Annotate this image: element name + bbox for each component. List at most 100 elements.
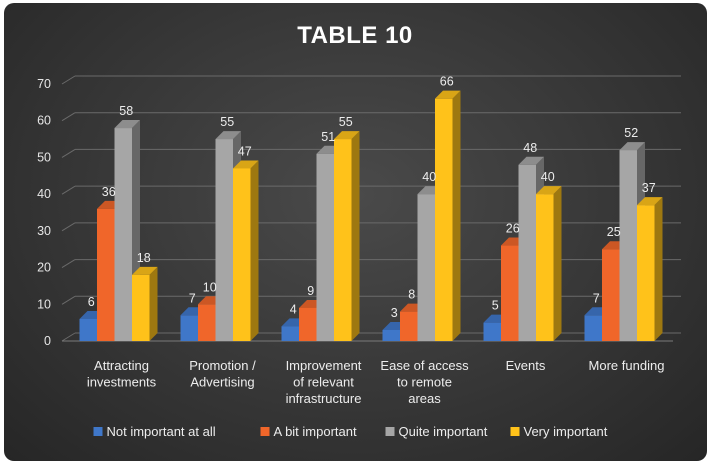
bar <box>637 197 663 341</box>
data-label: 7 <box>593 291 600 305</box>
bars <box>79 90 663 341</box>
y-tick-label: 40 <box>37 187 51 201</box>
x-category-label: Ease of access to remote areas <box>380 358 469 406</box>
legend-label: A bit important <box>274 424 357 439</box>
bar <box>334 131 360 341</box>
bar-top <box>215 131 241 140</box>
data-label: 40 <box>422 170 436 184</box>
bar-top <box>334 131 360 140</box>
y-tick-label: 70 <box>37 77 51 91</box>
bar-front <box>281 326 299 341</box>
bar <box>233 160 259 341</box>
bar-front <box>400 311 418 341</box>
data-label: 66 <box>440 75 454 89</box>
y-tick-label: 30 <box>37 224 51 238</box>
bar-top <box>536 186 562 195</box>
data-label: 36 <box>102 185 116 199</box>
data-label: 6 <box>88 295 95 309</box>
data-label: 7 <box>189 291 196 305</box>
x-axis: Attracting investments Promotion / Advertis… <box>87 358 665 406</box>
gridline-side <box>61 112 76 122</box>
data-label: 47 <box>238 144 252 158</box>
gridlines <box>61 75 681 342</box>
bar-front <box>233 168 251 341</box>
legend: Not important at all A bit important Quite… <box>93 424 608 439</box>
bar-front <box>501 245 519 341</box>
bar-front <box>483 322 501 341</box>
bar-front <box>79 318 97 341</box>
gridline-side <box>61 149 76 158</box>
data-label: 5 <box>492 299 499 313</box>
gridline-side <box>61 222 76 232</box>
x-category-label: Attracting investments <box>87 358 157 390</box>
legend-swatch <box>385 427 395 436</box>
x-category-label: Events <box>506 358 546 373</box>
data-label: 58 <box>119 104 133 118</box>
bar-front <box>536 194 554 341</box>
legend-label: Not important at all <box>107 424 216 439</box>
data-label: 10 <box>203 280 217 294</box>
y-tick-label: 0 <box>44 334 51 348</box>
data-label: 55 <box>220 115 234 129</box>
bar-front <box>602 249 620 341</box>
chart-frame: TABLE 10 0 10 20 30 40 50 60 70 6 36 58 18 7 10 55 47 4… <box>4 3 707 461</box>
bar-front <box>518 164 536 341</box>
x-category-label: Improvement of relevant infrastructure <box>286 358 362 406</box>
legend-item: A bit important <box>260 424 357 439</box>
data-label: 52 <box>624 126 638 140</box>
bar <box>435 90 461 341</box>
data-label: 8 <box>408 288 415 302</box>
legend-swatch <box>260 427 270 436</box>
bar-front <box>198 304 216 341</box>
bar-front <box>584 315 602 341</box>
gridline-side <box>61 75 76 85</box>
legend-item: Very important <box>510 424 608 439</box>
gridline-side <box>61 332 76 342</box>
data-label: 37 <box>642 181 656 195</box>
data-label: 3 <box>391 306 398 320</box>
bar-front <box>215 139 233 341</box>
bar-front <box>417 194 435 341</box>
data-label: 4 <box>290 302 297 316</box>
bar-top <box>233 160 259 169</box>
bar-side <box>654 197 663 341</box>
bar <box>132 266 158 341</box>
bar-side <box>149 266 158 341</box>
y-tick-label: 50 <box>37 150 51 164</box>
bar-front <box>637 205 655 341</box>
bar-top <box>619 142 645 151</box>
bar-front <box>334 139 352 341</box>
y-tick-label: 10 <box>37 297 51 311</box>
bar-front <box>435 98 453 341</box>
bar-side <box>452 90 461 341</box>
x-category-label: More funding <box>589 358 665 373</box>
bar-front <box>382 329 400 341</box>
data-label: 26 <box>506 222 520 236</box>
bar-side <box>553 186 562 341</box>
bar-top <box>435 90 461 99</box>
data-label: 40 <box>541 170 555 184</box>
bar-front <box>299 307 317 341</box>
legend-swatch <box>510 427 520 436</box>
bar-top <box>114 120 140 129</box>
data-label: 25 <box>607 225 621 239</box>
bar-top <box>132 266 158 275</box>
legend-swatch <box>93 427 103 436</box>
data-label: 48 <box>523 141 537 155</box>
data-label: 9 <box>307 284 314 298</box>
bar-front <box>97 208 115 341</box>
bar-side <box>351 131 360 341</box>
gridline-side <box>61 259 76 268</box>
data-label: 55 <box>339 115 353 129</box>
legend-item: Not important at all <box>93 424 216 439</box>
y-tick-label: 60 <box>37 114 51 128</box>
bar <box>536 186 562 341</box>
data-label: 18 <box>137 251 151 265</box>
y-tick-label: 20 <box>37 261 51 275</box>
bar-top <box>637 197 663 206</box>
gridline-side <box>61 185 76 195</box>
bar-front <box>132 274 150 341</box>
bar-front <box>180 315 198 341</box>
bar-front <box>114 128 132 341</box>
